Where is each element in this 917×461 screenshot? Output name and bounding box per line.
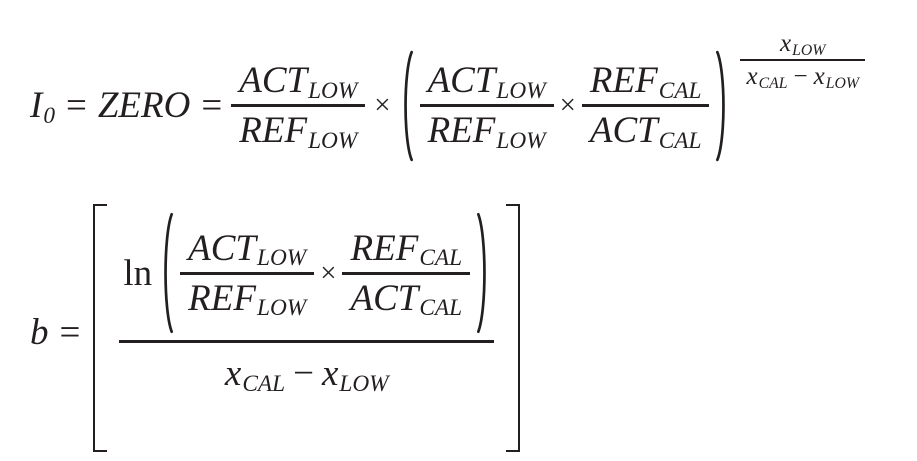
times-operator: × (559, 89, 576, 122)
left-bracket (93, 204, 108, 452)
var-i-with-subscript: I0 (30, 85, 55, 127)
denominator-subscript: CAL (658, 127, 702, 154)
fraction-denominator: ACTCAL (582, 107, 710, 154)
equation-b-lhs: b = (30, 314, 80, 351)
big-fraction-numerator: ln ACTLOW REFLOW × REFCAL ACTCAL (119, 212, 494, 340)
denominator-base: REF (239, 110, 308, 151)
numerator-subscript: LOW (308, 77, 358, 104)
fraction-bar (342, 271, 471, 275)
big-fraction-bar (119, 340, 495, 343)
numerator-base: ACT (239, 60, 308, 101)
exponent-denominator-terms: xCAL − xLOW (746, 63, 859, 93)
exponent-fraction: xLOW xCAL − xLOW (740, 28, 865, 92)
var-i-subscript: 0 (43, 102, 55, 129)
numerator-subscript: CAL (658, 77, 702, 104)
numerator-subscript: CAL (419, 245, 463, 272)
fraction-numerator: REFCAL (343, 225, 471, 272)
exponent: xLOW xCAL − xLOW (740, 18, 865, 92)
bracket-content: ln ACTLOW REFLOW × REFCAL ACTCAL (107, 204, 506, 452)
fraction-denominator: REFLOW (180, 275, 314, 322)
numerator-base: REF (589, 60, 658, 101)
denominator-subscript: LOW (308, 127, 358, 154)
exponent-denominator: xCAL − xLOW (740, 61, 864, 92)
right-bracket (506, 204, 521, 452)
fraction-denominator: ACTCAL (342, 275, 470, 322)
big-fraction-denominator: xCAL − xLOW (217, 343, 397, 395)
equation-zero: I0 = ZERO = ACTLOW REFLOW × ACTLOW REFLO… (30, 28, 865, 183)
fraction-ref-cal-over-act-cal: REFCAL ACTCAL (581, 57, 710, 154)
x-subscript: LOW (339, 370, 389, 397)
var-x: x (746, 63, 758, 91)
denominator-subscript: LOW (256, 295, 307, 322)
numerator-base: ACT (188, 227, 257, 269)
times-operator: × (320, 256, 337, 289)
denominator-base: REF (427, 110, 496, 151)
x-subscript: CAL (758, 75, 788, 93)
x-cal-term: xCAL (224, 353, 285, 395)
fraction-bar (231, 104, 366, 107)
exponent-num-subscript: LOW (792, 41, 826, 59)
left-paren (160, 212, 174, 334)
fraction-bar (581, 104, 710, 107)
parenthesized-product: ACTLOW REFLOW × REFCAL ACTCAL (160, 212, 490, 334)
fraction-act-low-over-ref-low: ACTLOW REFLOW (419, 57, 554, 154)
var-i: I (30, 85, 43, 126)
fraction-act-low-over-ref-low: ACTLOW REFLOW (231, 57, 366, 154)
numerator-subscript: LOW (257, 245, 307, 272)
x-low-term: xLOW (321, 353, 389, 395)
equation-b: b = ln ACTLOW REFLOW × (30, 204, 521, 452)
equation-zero-lhs: I0 = ZERO = (30, 85, 223, 127)
fraction-bar (740, 59, 865, 62)
minus-operator: − (793, 63, 808, 91)
x-low-term: xLOW (813, 63, 859, 93)
x-cal-term: xCAL (746, 63, 788, 93)
exponent-numerator: xLOW (774, 28, 831, 59)
bracketed-expression: ln ACTLOW REFLOW × REFCAL ACTCAL (93, 204, 521, 452)
x-subscript: CAL (242, 370, 286, 397)
denominator-subscript: LOW (496, 127, 546, 154)
fraction-ref-cal-over-act-cal: REFCAL ACTCAL (342, 225, 471, 322)
parenthesized-product: ACTLOW REFLOW × REFCAL ACTCAL (400, 50, 730, 162)
fraction-denominator: REFLOW (420, 107, 554, 154)
fraction-denominator: REFLOW (231, 107, 365, 154)
zero-constant: ZERO (97, 85, 191, 126)
equals-sign: = (201, 85, 223, 126)
equals-sign: = (59, 311, 81, 353)
times-operator: × (374, 89, 391, 122)
fraction-numerator: ACTLOW (231, 57, 365, 104)
fraction-act-low-over-ref-low: ACTLOW REFLOW (180, 225, 315, 322)
numerator-subscript: LOW (496, 77, 546, 104)
exponent-num-var: x (780, 30, 792, 57)
numerator-base: ACT (427, 60, 496, 101)
denominator-base: ACT (350, 277, 419, 319)
fraction-bar (419, 104, 554, 107)
equals-sign: = (65, 85, 87, 126)
numerator-base: REF (350, 227, 419, 269)
fraction-numerator: ACTLOW (180, 225, 314, 272)
fraction-numerator: REFCAL (582, 57, 710, 104)
denominator-base: REF (188, 277, 256, 319)
denominator-base: ACT (589, 110, 658, 151)
minus-operator: − (293, 353, 314, 394)
fraction-numerator: ACTLOW (420, 57, 554, 104)
var-b: b (30, 311, 49, 353)
var-x: x (813, 63, 825, 91)
x-subscript: LOW (825, 75, 859, 93)
left-paren (400, 50, 414, 162)
fraction-bar (180, 271, 315, 275)
var-x: x (224, 353, 242, 394)
ln-operator: ln (123, 252, 153, 294)
var-x: x (321, 353, 339, 394)
right-paren (715, 50, 729, 162)
denominator-subscript: CAL (419, 295, 463, 322)
right-paren (476, 212, 490, 334)
